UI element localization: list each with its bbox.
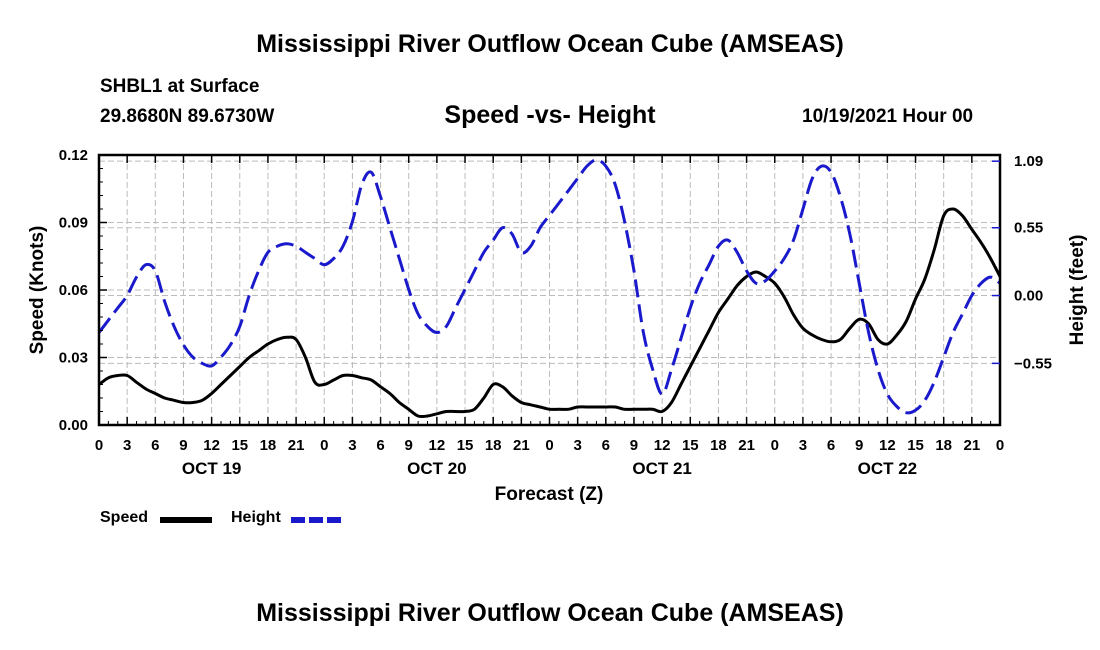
main-title: Mississippi River Outflow Ocean Cube (AM… xyxy=(256,30,844,58)
legend-speed-label: Speed xyxy=(100,509,149,526)
y-tick-label: 0.09 xyxy=(59,215,88,232)
day-label: OCT 20 xyxy=(407,459,467,478)
speed-series-line xyxy=(98,207,1002,419)
x-tick-label: 0 xyxy=(771,437,779,454)
x-tick-label: 12 xyxy=(203,437,220,454)
legend-speed-swatch xyxy=(160,517,212,523)
x-tick-label: 21 xyxy=(513,437,530,454)
y-tick-label: 0.06 xyxy=(59,282,88,299)
height-series-line xyxy=(97,158,1001,415)
x-tick-label: 9 xyxy=(630,437,638,454)
x-tick-label: 0 xyxy=(320,437,328,454)
x-tick-label: 12 xyxy=(879,437,896,454)
y2-axis-label: Height (feet) xyxy=(1067,235,1088,346)
x-tick-label: 15 xyxy=(457,437,474,454)
x-tick-label: 9 xyxy=(855,437,863,454)
day-label: OCT 21 xyxy=(632,459,692,478)
x-tick-label: 15 xyxy=(231,437,248,454)
x-tick-label: 18 xyxy=(935,437,952,454)
x-tick-label: 18 xyxy=(710,437,727,454)
y2-tick-label: 0.55 xyxy=(1014,220,1043,237)
y-tick-label: 0.03 xyxy=(59,350,88,367)
y2-tick-label: −0.55 xyxy=(1014,355,1052,372)
x-tick-label: 18 xyxy=(260,437,277,454)
x-tick-label: 0 xyxy=(996,437,1004,454)
x-tick-label: 6 xyxy=(151,437,159,454)
legend-height-label: Height xyxy=(231,509,281,526)
x-tick-label: 6 xyxy=(602,437,610,454)
x-tick-label: 0 xyxy=(95,437,103,454)
x-tick-label: 18 xyxy=(485,437,502,454)
x-tick-label: 0 xyxy=(545,437,553,454)
footer-title: Mississippi River Outflow Ocean Cube (AM… xyxy=(256,599,844,627)
x-tick-label: 21 xyxy=(964,437,981,454)
coordinates-label: 29.8680N 89.6730W xyxy=(100,106,275,127)
y2-tick-label: 1.09 xyxy=(1014,153,1043,170)
x-tick-label: 15 xyxy=(907,437,924,454)
y2-tick-label: 0.00 xyxy=(1014,288,1043,305)
x-tick-label: 3 xyxy=(348,437,356,454)
x-tick-label: 15 xyxy=(682,437,699,454)
x-tick-label: 21 xyxy=(288,437,305,454)
x-tick-label: 9 xyxy=(179,437,187,454)
x-tick-label: 3 xyxy=(573,437,581,454)
x-tick-label: 6 xyxy=(827,437,835,454)
x-tick-label: 3 xyxy=(799,437,807,454)
day-label: OCT 19 xyxy=(182,459,242,478)
x-tick-label: 12 xyxy=(654,437,671,454)
legend-height-swatch xyxy=(291,517,343,523)
station-label: SHBL1 at Surface xyxy=(100,76,260,97)
x-tick-label: 3 xyxy=(123,437,131,454)
chart-title: Speed -vs- Height xyxy=(444,101,656,129)
x-tick-label: 21 xyxy=(738,437,755,454)
x-axis-label: Forecast (Z) xyxy=(495,484,604,505)
date-label: 10/19/2021 Hour 00 xyxy=(802,106,974,127)
day-label: OCT 22 xyxy=(858,459,918,478)
y-axis-label: Speed (Knots) xyxy=(27,226,48,355)
x-tick-label: 12 xyxy=(429,437,446,454)
x-tick-label: 9 xyxy=(405,437,413,454)
y-tick-label: 0.00 xyxy=(59,417,88,434)
y-tick-label: 0.12 xyxy=(59,147,88,164)
x-tick-label: 6 xyxy=(376,437,384,454)
